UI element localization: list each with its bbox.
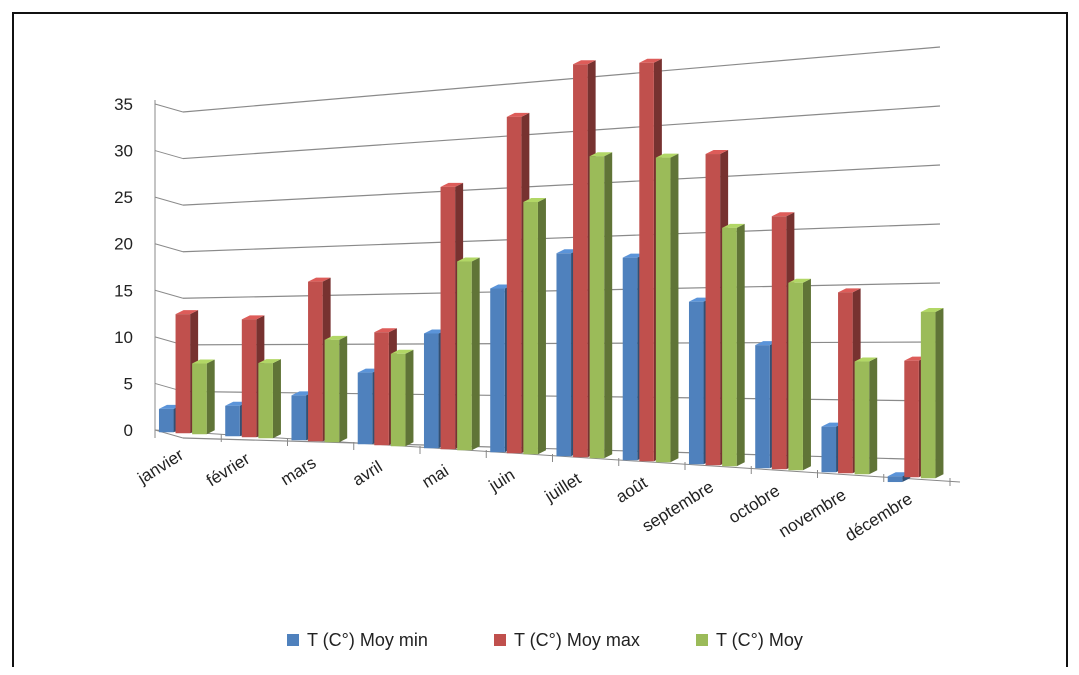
- legend-swatch: [287, 634, 299, 646]
- y-tick-label: 15: [114, 281, 133, 300]
- x-tick-label: août: [613, 473, 651, 507]
- gridline-side: [154, 103, 184, 113]
- x-tick-label: décembre: [841, 489, 915, 545]
- y-tick-label: 20: [114, 235, 133, 254]
- bar-moy-11: [920, 307, 944, 479]
- x-tick-label: février: [203, 449, 253, 490]
- legend-label: T (C°) Moy: [716, 630, 803, 650]
- x-tick-label: janvier: [134, 445, 188, 488]
- gridline-side: [154, 289, 184, 299]
- legend-label: T (C°) Moy max: [514, 630, 640, 650]
- x-tick-label: juin: [485, 465, 518, 496]
- y-axis-ticks: 0 5 10 15 20 25 30 35: [114, 95, 133, 440]
- legend-swatch: [696, 634, 708, 646]
- bar-moy-5: [523, 198, 546, 455]
- legend-item: T (C°) Moy: [696, 630, 803, 650]
- bar-moy-3: [390, 349, 414, 447]
- gridline-side: [154, 243, 184, 253]
- y-tick-label: 10: [114, 328, 133, 347]
- gridline: [182, 105, 941, 160]
- y-tick-label: 25: [114, 188, 133, 207]
- y-tick-label: 0: [124, 421, 133, 440]
- gridline: [182, 223, 941, 253]
- legend-item: T (C°) Moy min: [287, 630, 428, 650]
- x-tick-label: mars: [277, 453, 319, 489]
- bar-moy-6: [589, 152, 613, 459]
- gridline-side: [154, 150, 184, 160]
- bar-moy-0: [192, 359, 215, 435]
- x-tick-label: mai: [419, 461, 452, 492]
- y-tick-label: 30: [114, 142, 133, 161]
- bar-moy-4: [457, 257, 480, 451]
- x-tick-label: novembre: [775, 485, 849, 541]
- y-tick-label: 5: [124, 374, 133, 393]
- bar-moy-2: [324, 335, 348, 443]
- gridline-side: [154, 196, 184, 206]
- x-tick-label: octobre: [725, 481, 783, 527]
- legend: T (C°) Moy min T (C°) Moy max T (C°) Moy: [287, 630, 803, 650]
- bar-moy-8: [722, 223, 745, 467]
- legend-swatch: [494, 634, 506, 646]
- bar-moy-7: [655, 153, 679, 463]
- gridline: [182, 164, 941, 206]
- bar-moy-1: [258, 359, 281, 439]
- x-tick-label: juillet: [541, 469, 585, 506]
- gridline: [182, 46, 941, 113]
- x-tick-label: avril: [349, 457, 386, 490]
- bar-moy-9: [788, 278, 811, 471]
- bar-moy-10: [854, 357, 878, 475]
- legend-item: T (C°) Moy max: [494, 630, 640, 650]
- bars: [158, 58, 944, 483]
- y-tick-label: 35: [114, 95, 133, 114]
- legend-label: T (C°) Moy min: [307, 630, 428, 650]
- x-tick-label: septembre: [639, 477, 717, 536]
